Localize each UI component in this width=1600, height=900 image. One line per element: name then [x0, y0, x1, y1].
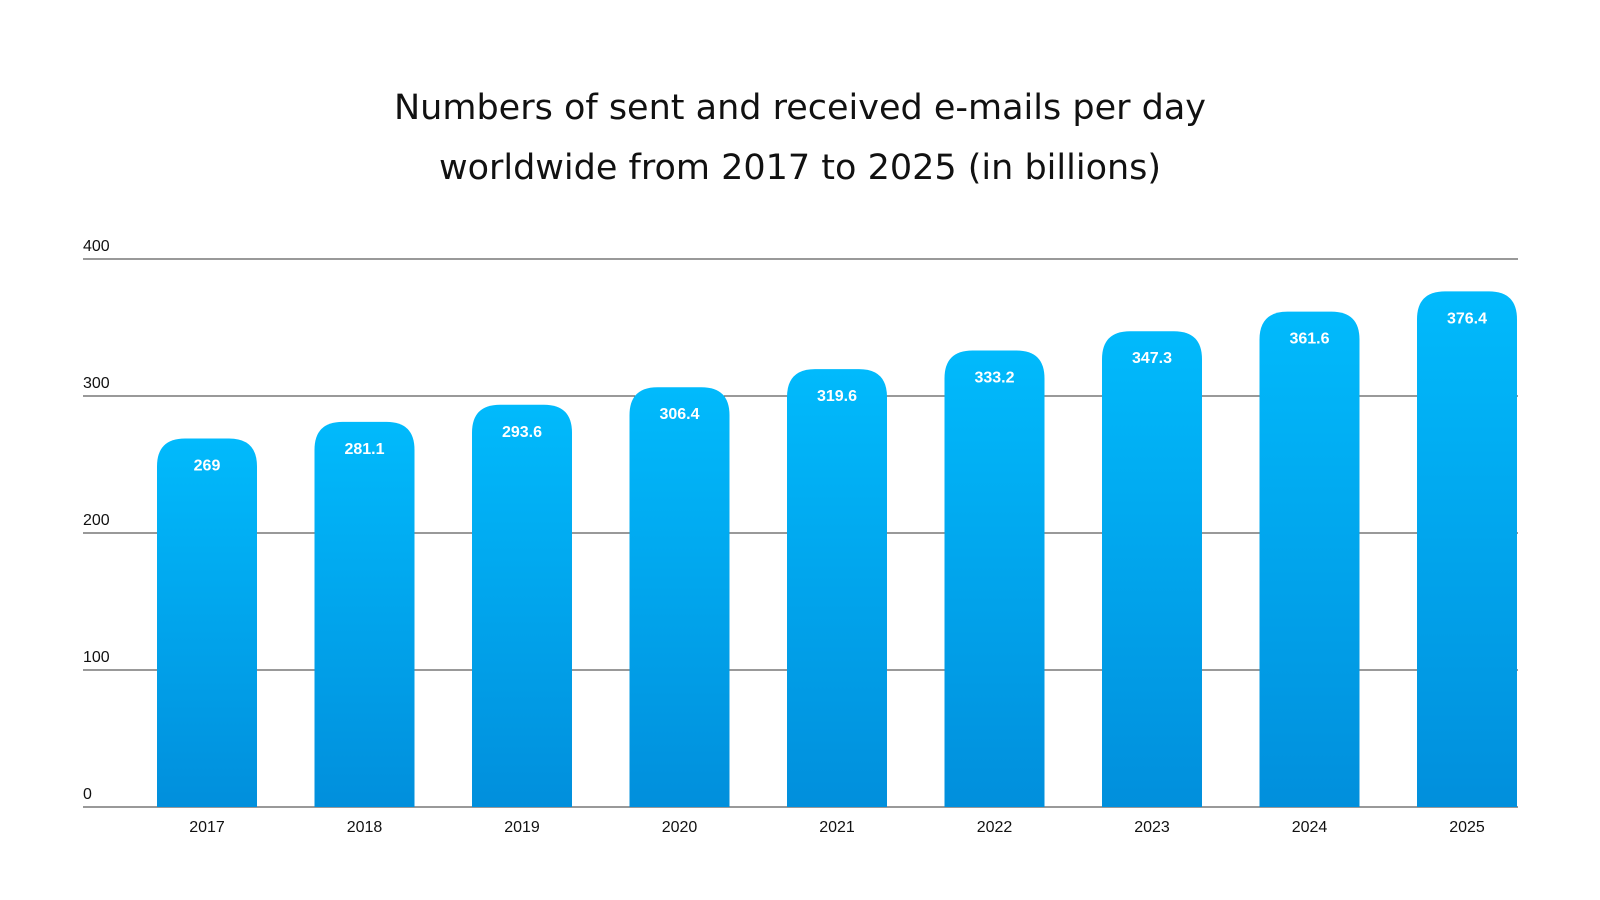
- x-tick-label-2018: 2018: [347, 819, 383, 836]
- bar-2017: [157, 438, 257, 807]
- bar-value-label-2020: 306.4: [659, 406, 699, 423]
- chart-title-line-1: Numbers of sent and received e-mails per…: [394, 88, 1206, 128]
- bar-2024: [1259, 311, 1360, 807]
- bar-2019: [472, 404, 572, 807]
- bar-value-label-2018: 281.1: [344, 441, 384, 458]
- x-tick-label-2017: 2017: [189, 819, 225, 836]
- x-tick-label-2023: 2023: [1134, 819, 1170, 836]
- x-tick-label-2021: 2021: [819, 819, 855, 836]
- y-tick-label: 100: [83, 649, 110, 666]
- bars: [157, 291, 1517, 807]
- y-tick-label: 0: [83, 786, 92, 803]
- x-tick-label-2020: 2020: [662, 819, 698, 836]
- bar-value-label-2023: 347.3: [1132, 350, 1172, 367]
- bar-2018: [314, 421, 415, 807]
- x-tick-label-2025: 2025: [1449, 819, 1485, 836]
- bar-2025: [1417, 291, 1517, 807]
- bar-value-label-2021: 319.6: [817, 388, 857, 405]
- bar-2020: [629, 387, 730, 807]
- y-tick-label: 200: [83, 512, 110, 529]
- y-tick-label: 300: [83, 375, 110, 392]
- x-tick-label-2019: 2019: [504, 819, 540, 836]
- y-tick-label: 400: [83, 238, 110, 255]
- y-axis-tick-labels: 0 100 200 300 400: [83, 238, 110, 803]
- chart-title-line-2: worldwide from 2017 to 2025 (in billions…: [438, 148, 1162, 188]
- bar-value-label-2024: 361.6: [1289, 331, 1329, 348]
- chart-title: Numbers of sent and received e-mails per…: [0, 78, 1600, 198]
- bar-value-labels: 269 281.1 293.6 306.4 319.6 333.2 347.3 361.6 37…: [194, 310, 1487, 474]
- bar-2021: [787, 369, 887, 807]
- x-tick-label-2022: 2022: [977, 819, 1013, 836]
- bar-value-label-2025: 376.4: [1447, 310, 1487, 327]
- x-tick-label-2024: 2024: [1292, 819, 1328, 836]
- bar-value-label-2017: 269: [194, 457, 221, 474]
- x-axis-tick-labels: 2017 2018 2019 2020 2021 2022 2023 2024 2025: [189, 819, 1485, 836]
- bar-2023: [1102, 331, 1202, 807]
- bar-value-label-2019: 293.6: [502, 424, 542, 441]
- bar-value-label-2022: 333.2: [974, 370, 1014, 387]
- bar-2022: [944, 350, 1045, 807]
